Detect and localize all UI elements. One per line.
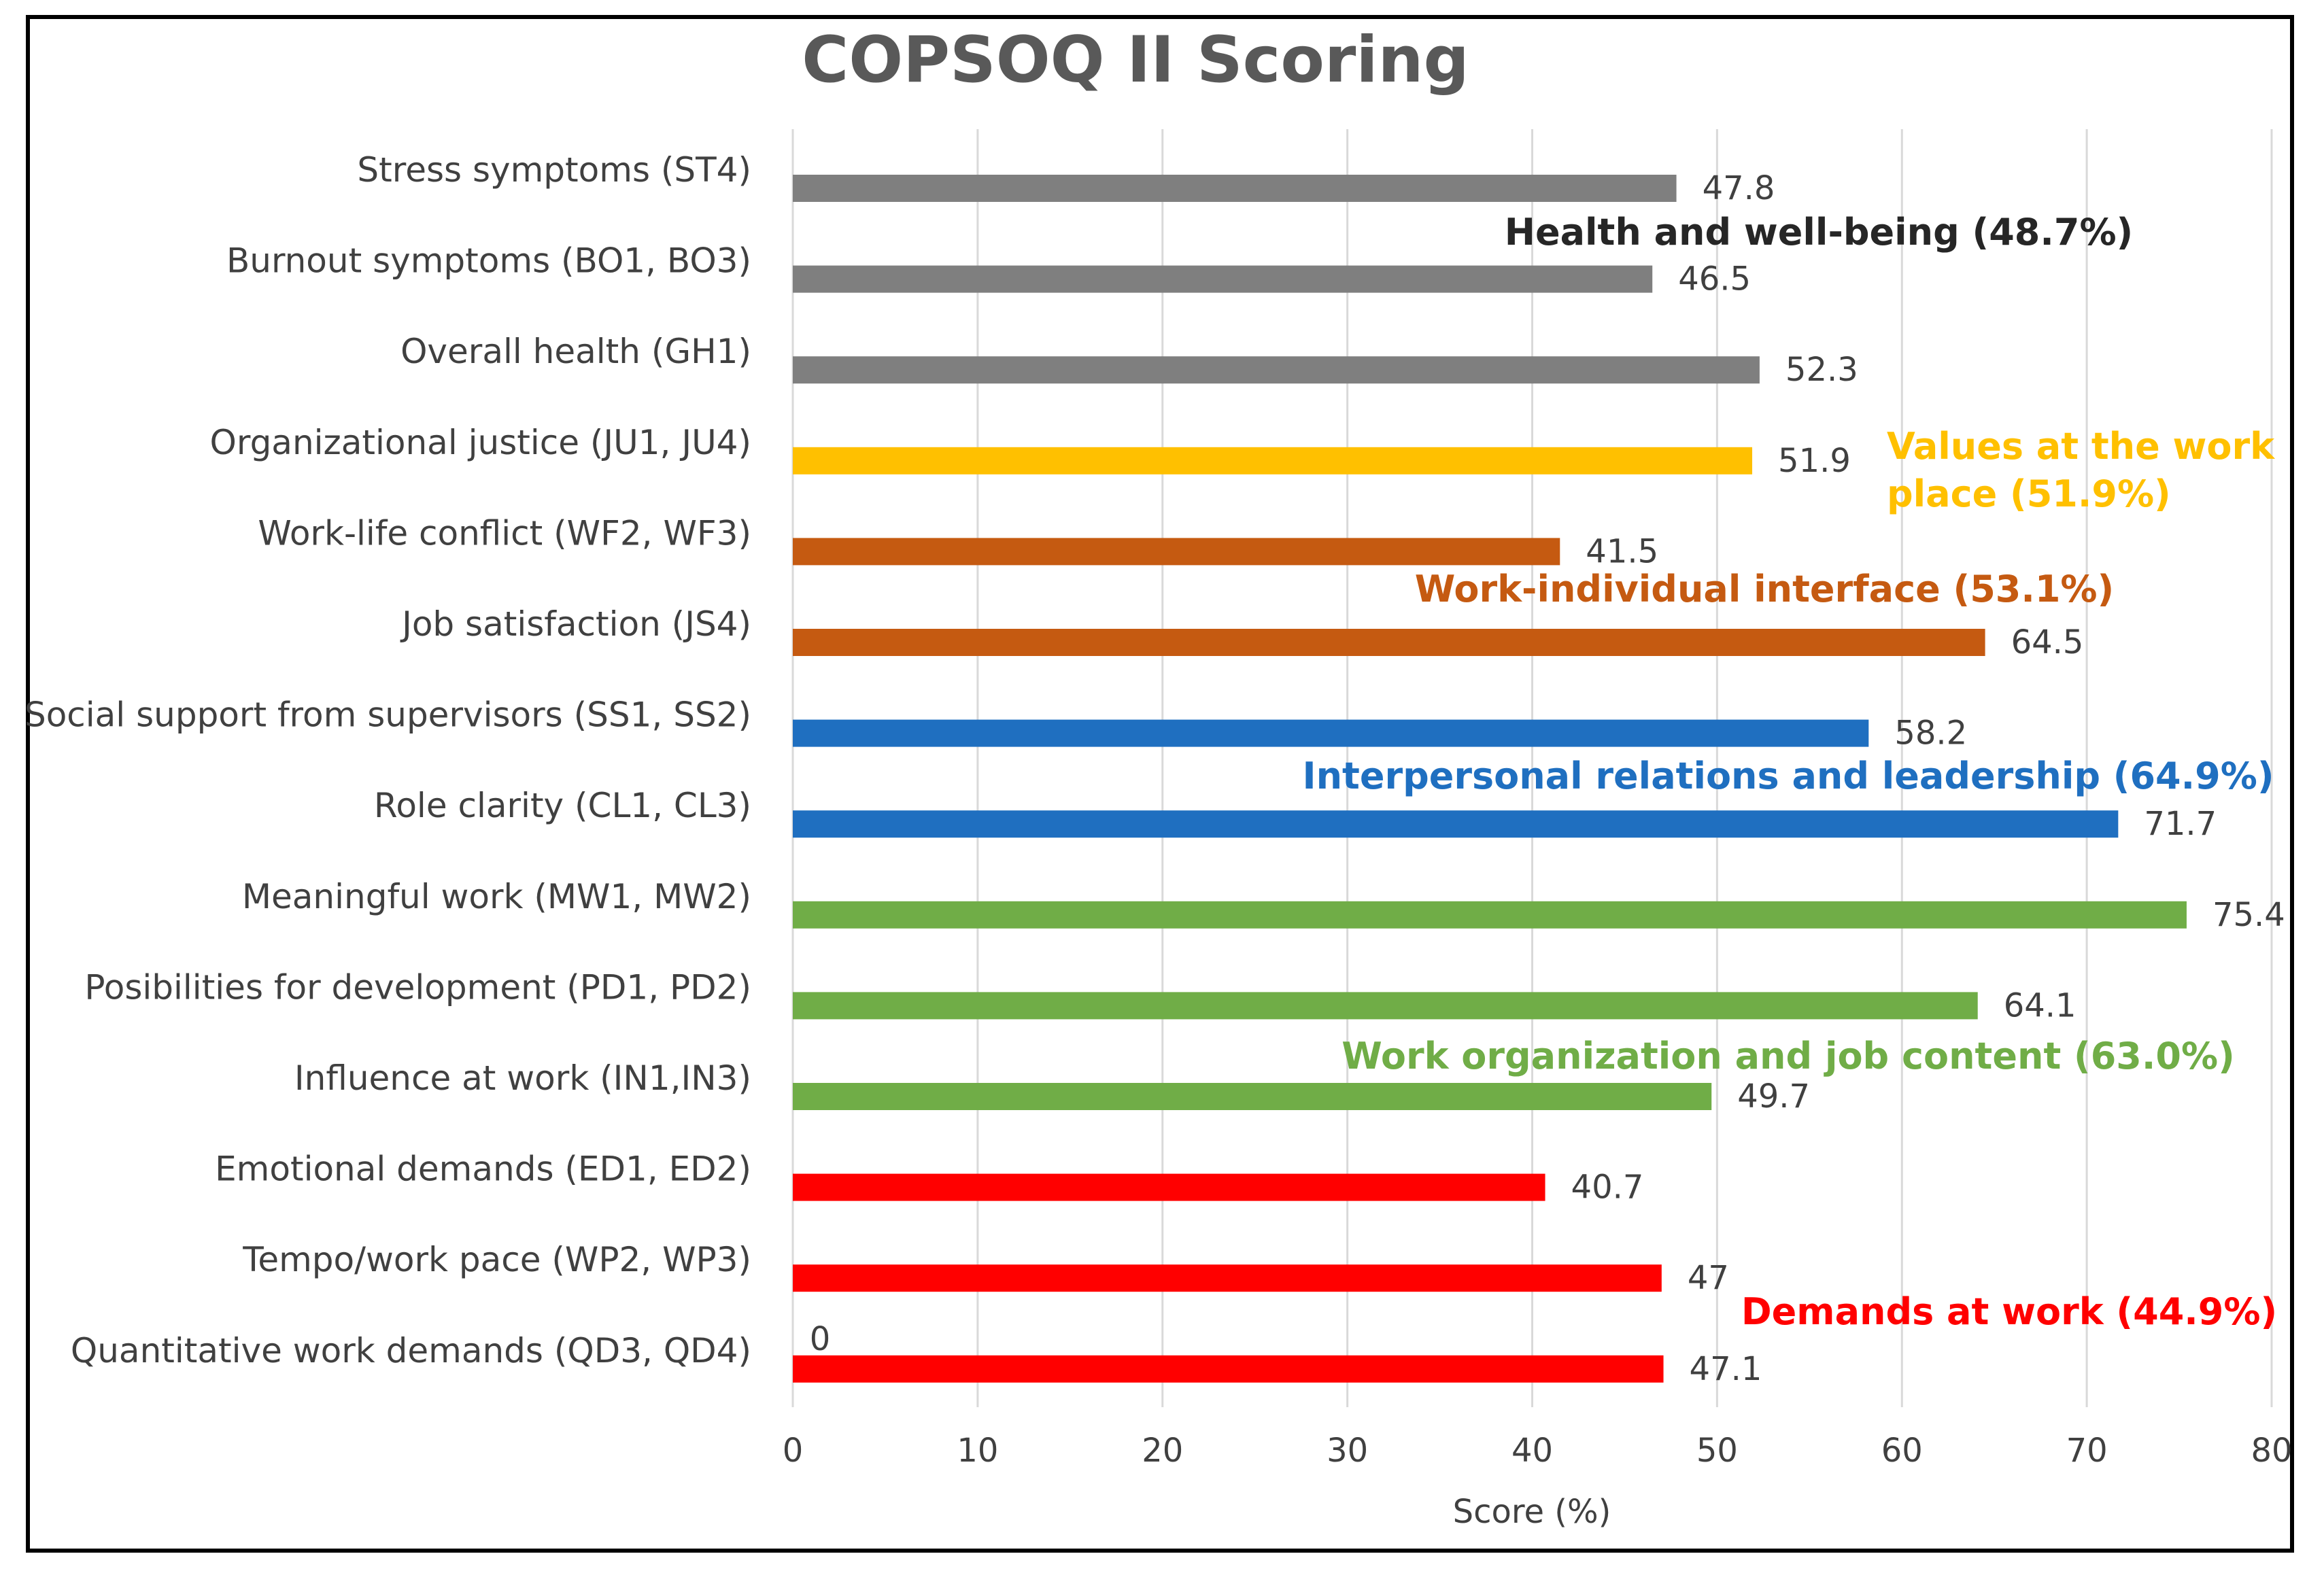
x-tick-0: 0 (783, 1432, 804, 1470)
x-tick-80: 80 (2251, 1432, 2292, 1470)
bar-8 (793, 901, 2187, 929)
value-label-9: 64.1 (2004, 986, 2077, 1024)
bar-2 (793, 356, 1760, 384)
x-axis-title: Score (%) (1453, 1493, 1611, 1531)
bar-11 (793, 1173, 1545, 1201)
category-label-3: Organizational justice (JU1, JU4) (210, 423, 751, 462)
category-label-0: Stress symptoms (ST4) (357, 150, 751, 190)
bar-0 (793, 175, 1677, 202)
x-tick-10: 10 (957, 1432, 998, 1470)
category-label-10: Influence at work (IN1,IN3) (294, 1058, 751, 1098)
group-label-3: Interpersonal relations and leadership (… (1302, 755, 2274, 797)
value-label-5: 64.5 (2011, 623, 2084, 661)
value-label-4: 41.5 (1586, 532, 1658, 570)
category-label-6: Social support from supervisors (SS1, SS… (24, 695, 751, 735)
extra-label-0: 0 (810, 1320, 831, 1358)
group-label-4: Work organization and job content (63.0%… (1342, 1035, 2235, 1077)
category-label-12: Tempo/work pace (WP2, WP3) (242, 1240, 751, 1279)
value-label-8: 75.4 (2212, 896, 2285, 934)
value-label-0: 47.8 (1703, 169, 1775, 207)
bar-1 (793, 265, 1653, 293)
value-label-11: 40.7 (1571, 1169, 1644, 1207)
chart-title: COPSOQ II Scoring (802, 23, 1469, 97)
category-label-7: Role clarity (CL1, CL3) (374, 786, 751, 825)
bar-7 (793, 810, 2119, 838)
category-label-13: Quantitative work demands (QD3, QD4) (71, 1331, 751, 1370)
bar-4 (793, 538, 1560, 566)
group-labels: Health and well-being (48.7%) Values at t… (1302, 211, 2277, 1333)
value-label-13: 47.1 (1690, 1350, 1762, 1388)
group-label-1-line-0: Values at the work (1887, 425, 2275, 468)
value-label-12: 47 (1688, 1259, 1729, 1297)
value-label-3: 51.9 (1778, 442, 1851, 480)
group-label-5: Demands at work (44.9%) (1741, 1290, 2277, 1333)
bar-13 (793, 1355, 1664, 1383)
group-label-1-line-1: place (51.9%) (1887, 472, 2171, 515)
bar-3 (793, 447, 1753, 474)
category-label-1: Burnout symptoms (BO1, BO3) (226, 241, 751, 281)
category-labels: Stress symptoms (ST4) Burnout symptoms (B… (24, 150, 751, 1370)
bar-5 (793, 629, 1985, 656)
value-label-2: 52.3 (1785, 351, 1858, 389)
bar-10 (793, 1083, 1712, 1110)
value-label-6: 58.2 (1894, 714, 1967, 753)
category-label-11: Emotional demands (ED1, ED2) (215, 1150, 751, 1189)
x-tick-labels: 0 10 20 30 40 50 60 70 80 (783, 1432, 2293, 1470)
x-tick-30: 30 (1327, 1432, 1368, 1470)
group-label-0: Health and well-being (48.7%) (1505, 211, 2134, 254)
bar-9 (793, 992, 1978, 1020)
bar-6 (793, 719, 1869, 747)
x-tick-60: 60 (1881, 1432, 1923, 1470)
category-label-9: Posibilities for development (PD1, PD2) (84, 967, 751, 1007)
x-tick-20: 20 (1142, 1432, 1183, 1470)
bar-12 (793, 1264, 1662, 1292)
bars (793, 175, 2187, 1383)
value-label-1: 46.5 (1678, 260, 1751, 298)
value-label-7: 71.7 (2144, 805, 2217, 843)
category-label-2: Overall health (GH1) (400, 332, 751, 371)
category-label-8: Meaningful work (MW1, MW2) (242, 877, 751, 916)
category-label-5: Job satisfaction (JS4) (400, 604, 751, 644)
x-tick-50: 50 (1696, 1432, 1738, 1470)
x-tick-40: 40 (1511, 1432, 1553, 1470)
x-tick-70: 70 (2066, 1432, 2108, 1470)
category-label-4: Work-life conflict (WF2, WF3) (258, 513, 751, 553)
value-label-10: 49.7 (1737, 1077, 1810, 1116)
group-label-2: Work-individual interface (53.1%) (1415, 568, 2114, 610)
value-labels: 47.8 46.5 52.3 51.9 41.5 64.5 58.2 71.7 75.4 64.1… (810, 169, 2285, 1388)
